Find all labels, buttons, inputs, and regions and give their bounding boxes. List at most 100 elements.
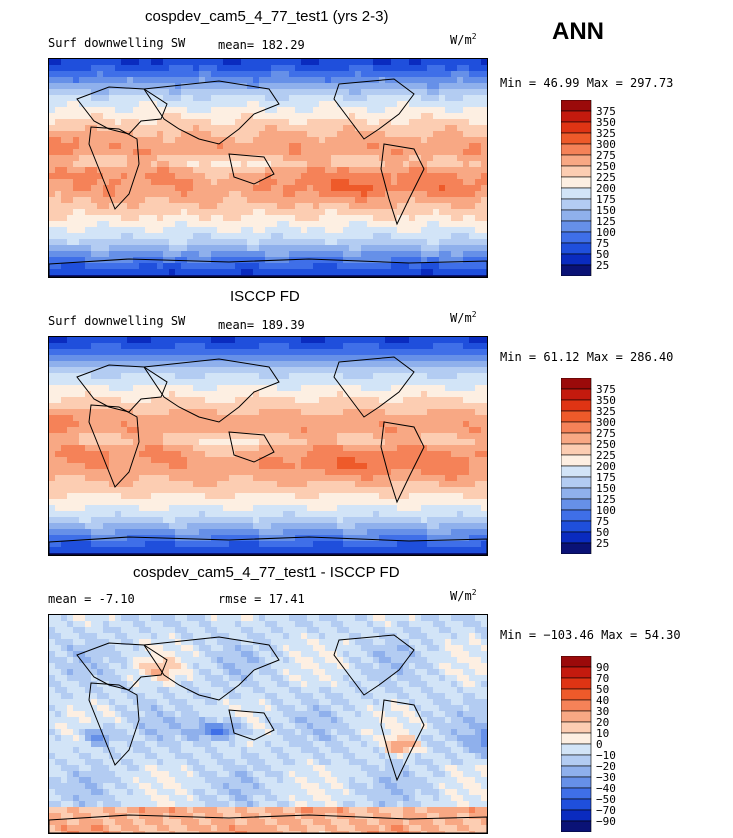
field-cell <box>325 263 332 270</box>
panel2-field <box>49 337 487 555</box>
field-cell <box>79 65 86 72</box>
field-cell <box>379 197 386 204</box>
field-cell <box>61 71 68 78</box>
field-cell <box>205 391 212 398</box>
field-cell <box>157 125 164 132</box>
field-cell <box>325 385 332 392</box>
field-cell <box>169 245 176 252</box>
field-cell <box>421 433 428 440</box>
field-cell <box>427 481 434 488</box>
field-cell <box>241 191 248 198</box>
field-cell <box>439 505 446 512</box>
field-cell <box>415 89 422 96</box>
field-cell <box>313 83 320 90</box>
field-cell <box>235 499 242 506</box>
field-cell <box>415 173 422 180</box>
field-cell <box>115 499 122 506</box>
field-cell <box>283 493 290 500</box>
field-cell <box>193 373 200 380</box>
field-cell <box>253 227 260 234</box>
field-cell <box>469 337 476 344</box>
field-cell <box>115 469 122 476</box>
field-cell <box>391 275 398 277</box>
field-cell <box>325 415 332 422</box>
colorbar-tick-label: 250 <box>596 160 616 173</box>
field-cell <box>109 505 116 512</box>
field-cell <box>193 451 200 458</box>
field-cell <box>307 469 314 476</box>
field-cell <box>85 487 92 494</box>
field-cell <box>427 251 434 258</box>
field-cell <box>175 337 182 344</box>
field-cell <box>127 433 134 440</box>
field-cell <box>115 451 122 458</box>
field-cell <box>421 349 428 356</box>
field-cell <box>151 167 158 174</box>
field-cell <box>103 349 110 356</box>
field-cell <box>241 517 248 524</box>
field-cell <box>67 89 74 96</box>
field-cell <box>151 149 158 156</box>
field-cell <box>361 227 368 234</box>
field-cell <box>127 143 134 150</box>
field-cell <box>379 487 386 494</box>
field-cell <box>157 517 164 524</box>
field-cell <box>241 227 248 234</box>
field-cell <box>307 95 314 102</box>
field-cell <box>319 493 326 500</box>
field-cell <box>61 173 68 180</box>
field-cell <box>343 215 350 222</box>
field-cell <box>169 343 176 350</box>
field-cell <box>97 101 104 108</box>
field-cell <box>193 481 200 488</box>
field-cell <box>439 355 446 362</box>
field-cell <box>259 427 266 434</box>
field-cell <box>307 421 314 428</box>
field-cell <box>157 215 164 222</box>
field-cell <box>49 71 56 78</box>
field-cell <box>307 391 314 398</box>
field-cell <box>313 221 320 228</box>
field-cell <box>379 257 386 264</box>
field-cell <box>121 197 128 204</box>
field-cell <box>85 517 92 524</box>
field-cell <box>343 221 350 228</box>
field-cell <box>49 59 56 66</box>
field-cell <box>469 107 476 114</box>
field-cell <box>403 125 410 132</box>
field-cell <box>145 83 152 90</box>
field-cell <box>307 191 314 198</box>
field-cell <box>373 343 380 350</box>
field-cell <box>235 463 242 470</box>
field-cell <box>79 367 86 374</box>
field-cell <box>253 475 260 482</box>
field-cell <box>427 433 434 440</box>
field-cell <box>145 251 152 258</box>
field-cell <box>139 379 146 386</box>
field-cell <box>253 349 260 356</box>
field-cell <box>391 263 398 270</box>
field-cell <box>301 143 308 150</box>
field-cell <box>247 269 254 276</box>
field-cell <box>433 263 440 270</box>
field-cell <box>253 221 260 228</box>
field-cell <box>391 137 398 144</box>
field-cell <box>169 373 176 380</box>
field-cell <box>451 221 458 228</box>
field-cell <box>349 71 356 78</box>
field-cell <box>325 173 332 180</box>
field-cell <box>349 397 356 404</box>
field-cell <box>187 149 194 156</box>
field-cell <box>151 499 158 506</box>
field-cell <box>193 77 200 84</box>
field-cell <box>259 367 266 374</box>
field-cell <box>265 143 272 150</box>
field-cell <box>445 173 452 180</box>
field-cell <box>187 119 194 126</box>
field-cell <box>145 373 152 380</box>
field-cell <box>337 361 344 368</box>
field-cell <box>433 203 440 210</box>
field-cell <box>445 179 452 186</box>
field-cell <box>211 457 218 464</box>
field-cell <box>319 275 326 277</box>
